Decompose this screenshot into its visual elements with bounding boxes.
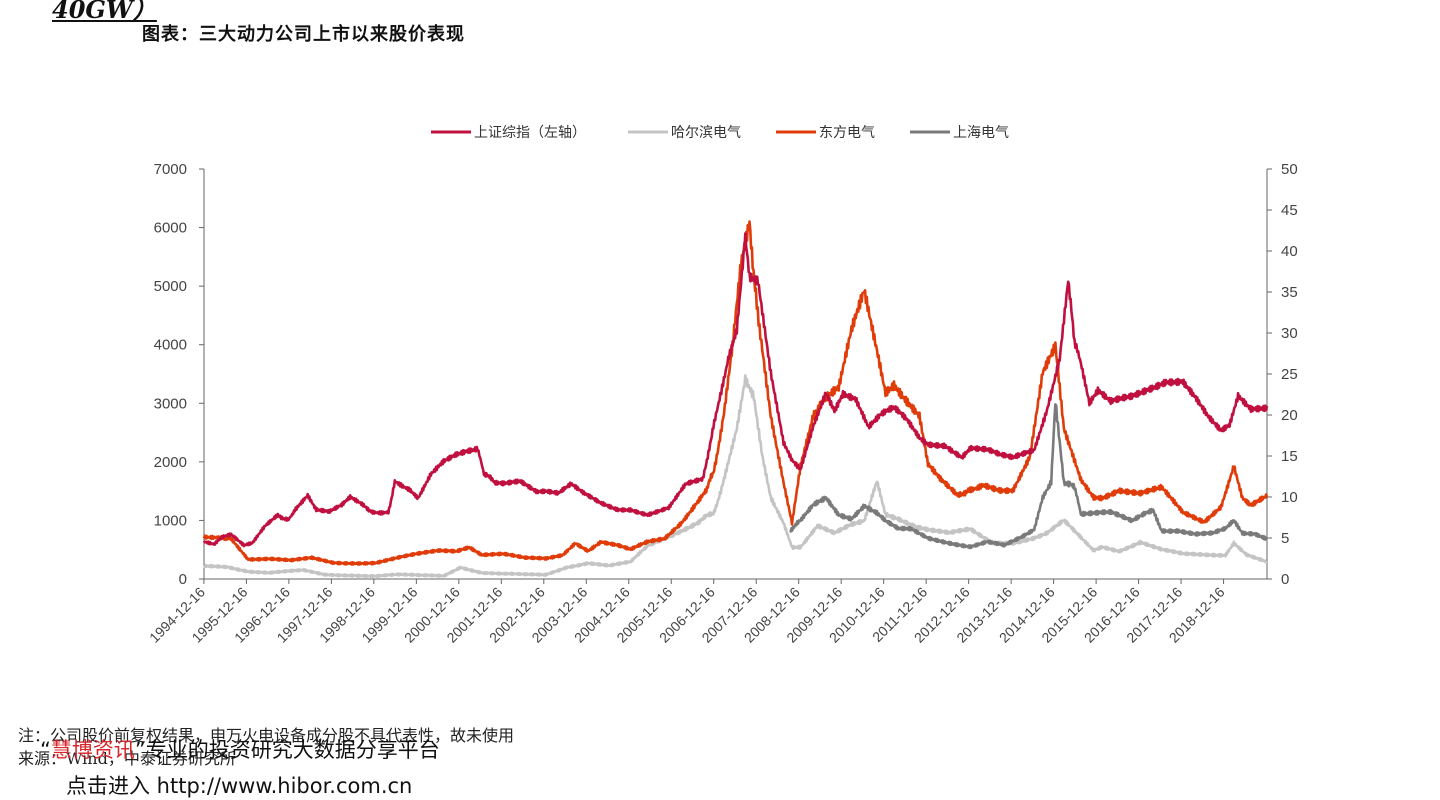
left-axis-tick-label: 2000: [154, 454, 187, 471]
right-axis-tick-label: 30: [1281, 325, 1298, 342]
watermark-brand: 慧博资讯: [50, 738, 135, 762]
chart-source: 来源：Wind，中泰证券研究所: [18, 749, 236, 768]
left-axis-tick-label: 4000: [154, 337, 187, 354]
right-axis-tick-label: 10: [1281, 489, 1298, 506]
legend: 上证综指（左轴） 哈尔滨电气 东方电气 上海电气: [431, 125, 1009, 141]
series-line-harbin: [202, 374, 1268, 579]
watermark-quote-open: “: [40, 738, 51, 762]
watermark-quote-close: ”: [134, 738, 146, 762]
legend-label: 东方电气: [819, 125, 875, 141]
right-axis-tick-label: 25: [1281, 366, 1298, 383]
series-line-shanghai: [789, 403, 1268, 550]
chart-note: 注：公司股价前复权结果，申万火电设备成分股不具代表性，故未使用: [18, 726, 515, 745]
right-axis-tick-label: 45: [1281, 202, 1298, 219]
watermark-link[interactable]: 点击进入 http://www.hibor.com.cn: [66, 774, 413, 798]
right-axis-tick-label: 35: [1281, 284, 1298, 301]
left-axis-tick-label: 0: [179, 571, 187, 588]
left-axis-tick-label: 3000: [154, 395, 187, 412]
left-axis-tick-label: 1000: [154, 512, 187, 529]
left-axis-tick-label: 6000: [154, 220, 187, 237]
series-line-sse: [202, 232, 1269, 548]
right-axis-tick-label: 40: [1281, 243, 1298, 260]
series-lines: [202, 220, 1269, 579]
right-axis-tick-label: 5: [1281, 530, 1289, 547]
stock-chart: 上证综指（左轴） 哈尔滨电气 东方电气 上海电气 0 1000 2000 3000 4000 5…: [146, 125, 1298, 646]
legend-label: 哈尔滨电气: [671, 125, 741, 141]
right-axis-tick-label: 50: [1281, 161, 1298, 178]
left-axis-tick-label: 7000: [154, 161, 187, 178]
right-axis-tick-label: 20: [1281, 407, 1298, 424]
right-axis-tick-label: 0: [1281, 571, 1289, 588]
header-fragment: 40GW）: [52, 0, 157, 24]
watermark-slogan: 专业的投资研究大数据分享平台: [145, 738, 440, 762]
legend-label: 上证综指（左轴）: [474, 125, 586, 141]
series-line-dongfang: [202, 220, 1269, 566]
legend-label: 上海电气: [953, 125, 1009, 141]
chart-caption: 图表：三大动力公司上市以来股价表现: [142, 24, 465, 45]
right-axis-tick-label: 15: [1281, 448, 1298, 465]
left-axis-tick-label: 5000: [154, 278, 187, 295]
watermark: “慧博资讯”专业的投资研究大数据分享平台: [40, 734, 440, 764]
